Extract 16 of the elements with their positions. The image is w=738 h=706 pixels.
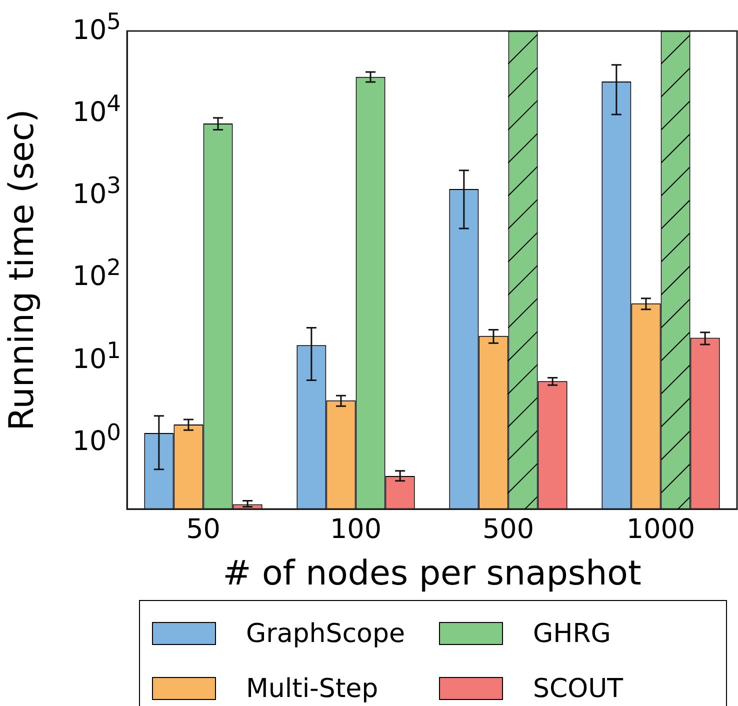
legend-label: GHRG [533, 618, 611, 648]
y-tick-label: 10$^{5}$ [72, 8, 121, 46]
y-tick-label: 10$^{2}$ [72, 255, 121, 292]
x-tick-label: 1000 [626, 514, 696, 546]
x-tick-label: 50 [186, 514, 220, 546]
y-tick-label: 10$^{3}$ [72, 173, 121, 210]
y-tick-label: 10$^{4}$ [72, 90, 121, 128]
x-axis-title: # of nodes per snapshot [222, 553, 642, 594]
y-tick-label: 10$^{0}$ [72, 420, 121, 457]
legend-label: Multi-Step [246, 674, 378, 704]
x-tick-label: 500 [482, 514, 534, 546]
y-tick-label: 10$^{1}$ [72, 338, 121, 375]
x-tick-label: 100 [330, 514, 382, 546]
legend-label: SCOUT [533, 674, 624, 704]
legend-label: GraphScope [246, 618, 405, 648]
y-axis-title: Running time (sec) [2, 109, 42, 431]
